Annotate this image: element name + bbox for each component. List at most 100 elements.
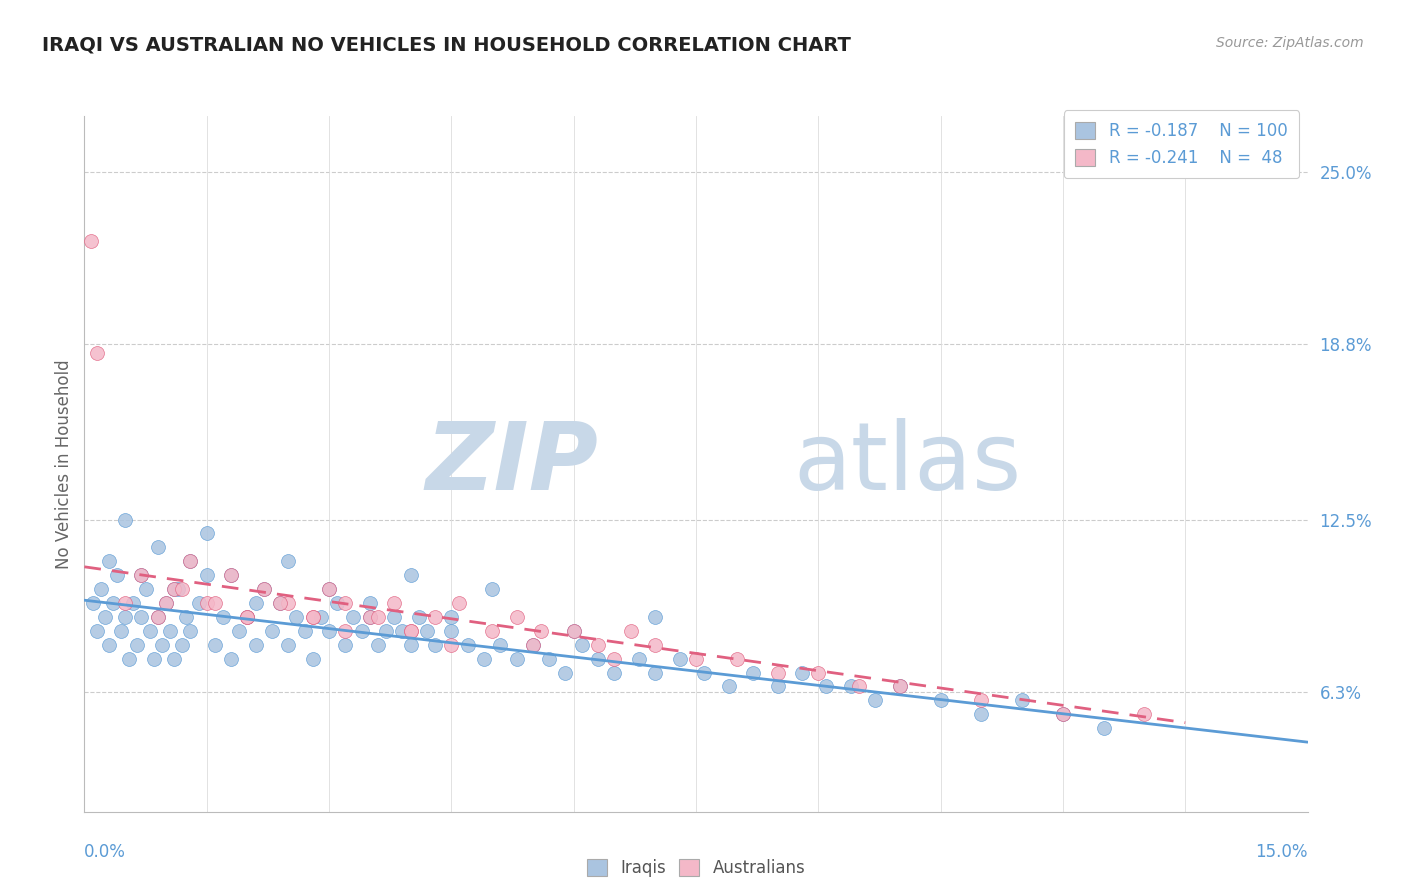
Point <box>522 638 544 652</box>
Point <box>269 596 291 610</box>
Point <box>187 596 209 610</box>
Point <box>970 693 993 707</box>
Point <box>150 638 173 652</box>
Point <box>236 610 259 624</box>
Point <box>131 610 153 624</box>
Point <box>367 610 389 624</box>
Point <box>440 610 463 624</box>
Point <box>359 596 381 610</box>
Point <box>167 582 190 596</box>
Point <box>110 624 132 638</box>
Point <box>236 610 259 624</box>
Point <box>586 638 609 652</box>
Point <box>717 680 740 694</box>
Point <box>179 554 201 568</box>
Point <box>399 638 422 652</box>
Point <box>423 610 446 624</box>
Point <box>253 582 276 596</box>
Point <box>457 638 479 652</box>
Point <box>309 610 332 624</box>
Point <box>326 596 349 610</box>
Point <box>865 693 887 707</box>
Point <box>301 610 323 624</box>
Point <box>644 610 666 624</box>
Point <box>342 610 364 624</box>
Point <box>440 624 463 638</box>
Point <box>114 512 136 526</box>
Point <box>815 680 838 694</box>
Point <box>725 651 748 665</box>
Point <box>538 651 561 665</box>
Point <box>179 554 201 568</box>
Point <box>603 651 626 665</box>
Point <box>285 610 308 624</box>
Point <box>742 665 765 680</box>
Point <box>172 638 194 652</box>
Point <box>481 624 503 638</box>
Point <box>82 596 104 610</box>
Point <box>260 624 283 638</box>
Point <box>245 638 267 652</box>
Point <box>86 345 108 359</box>
Point <box>155 596 177 610</box>
Point <box>522 638 544 652</box>
Point <box>163 651 186 665</box>
Text: atlas: atlas <box>794 417 1022 510</box>
Text: 0.0%: 0.0% <box>84 843 127 861</box>
Point <box>449 596 471 610</box>
Text: 15.0%: 15.0% <box>1256 843 1308 861</box>
Point <box>219 651 242 665</box>
Text: IRAQI VS AUSTRALIAN NO VEHICLES IN HOUSEHOLD CORRELATION CHART: IRAQI VS AUSTRALIAN NO VEHICLES IN HOUSE… <box>42 36 851 54</box>
Point <box>416 624 439 638</box>
Point <box>146 541 169 555</box>
Point <box>80 234 103 248</box>
Point <box>301 610 323 624</box>
Point <box>685 651 707 665</box>
Point <box>335 596 357 610</box>
Point <box>807 665 830 680</box>
Point <box>93 610 117 624</box>
Point <box>423 638 446 652</box>
Point <box>245 596 267 610</box>
Point <box>335 624 357 638</box>
Point <box>318 582 340 596</box>
Point <box>86 624 108 638</box>
Point <box>530 624 553 638</box>
Point <box>790 665 813 680</box>
Point <box>127 638 149 652</box>
Y-axis label: No Vehicles in Household: No Vehicles in Household <box>55 359 73 569</box>
Point <box>359 610 381 624</box>
Point <box>620 624 643 638</box>
Point <box>163 582 186 596</box>
Point <box>135 582 157 596</box>
Point <box>155 596 177 610</box>
Point <box>1052 707 1074 722</box>
Point <box>367 638 389 652</box>
Point <box>350 624 373 638</box>
Point <box>97 554 120 568</box>
Point <box>562 624 585 638</box>
Point <box>142 651 165 665</box>
Point <box>375 624 398 638</box>
Point <box>131 568 153 582</box>
Point <box>472 651 495 665</box>
Point <box>219 568 242 582</box>
Point <box>269 596 291 610</box>
Point <box>253 582 276 596</box>
Point <box>114 610 136 624</box>
Point <box>382 596 405 610</box>
Point <box>101 596 124 610</box>
Point <box>586 651 609 665</box>
Point <box>195 526 218 541</box>
Point <box>889 680 911 694</box>
Point <box>668 651 690 665</box>
Point <box>301 651 323 665</box>
Point <box>294 624 316 638</box>
Point <box>219 568 242 582</box>
Point <box>399 624 422 638</box>
Point <box>1133 707 1156 722</box>
Point <box>644 665 666 680</box>
Point <box>146 610 169 624</box>
Point <box>505 610 527 624</box>
Point <box>318 624 340 638</box>
